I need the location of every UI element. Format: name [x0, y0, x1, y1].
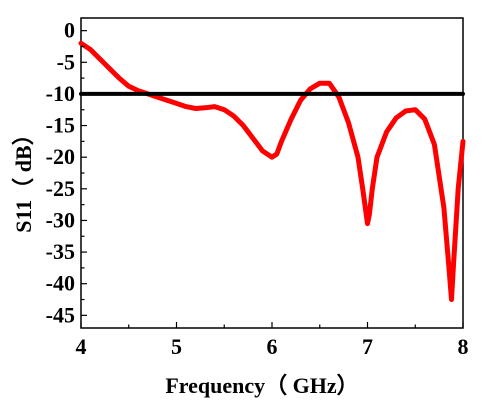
s11-curve	[78, 40, 466, 302]
x-axis-label: Frequency（ GHz）	[165, 373, 358, 398]
y-tick-label: -20	[46, 144, 75, 169]
series-layer	[78, 40, 466, 302]
x-tick-label: 8	[458, 334, 469, 359]
x-tick-label: 6	[267, 334, 278, 359]
y-tick-label: -25	[46, 176, 75, 201]
x-tick-label: 4	[76, 334, 87, 359]
y-tick-label: -15	[46, 113, 75, 138]
y-axis-label: S11（ dB）	[11, 123, 36, 232]
y-axis: 0 -5 -10 -15 -20 -25 -30 -35 -40 -45	[46, 18, 87, 327]
plot-frame	[80, 17, 464, 329]
x-tick-label: 7	[362, 334, 373, 359]
x-tick-label: 5	[171, 334, 182, 359]
x-axis: 4 5 6 7 8	[76, 322, 469, 359]
y-tick-label: -35	[46, 239, 75, 264]
y-tick-label: 0	[64, 18, 75, 43]
y-tick-label: -10	[46, 81, 75, 106]
y-tick-label: -30	[46, 207, 75, 232]
y-tick-label: -45	[46, 302, 75, 327]
y-tick-label: -40	[46, 271, 75, 296]
y-tick-label: -5	[57, 49, 75, 74]
